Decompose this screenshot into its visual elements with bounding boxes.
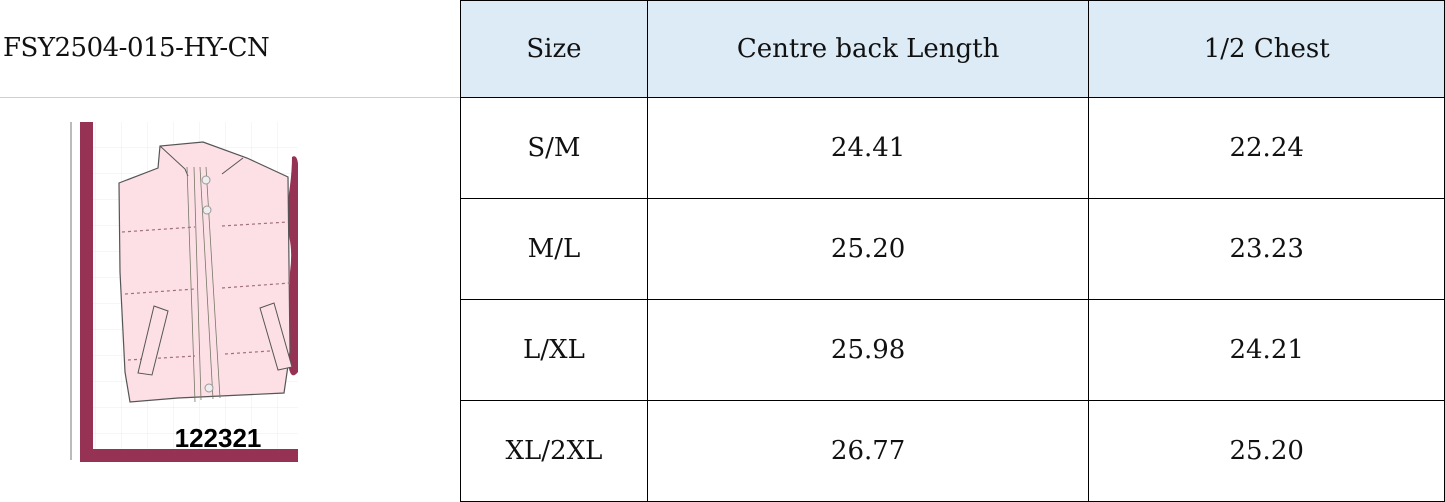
image-label: 122321 — [175, 423, 262, 453]
table-row: M/L 25.20 23.23 — [460, 198, 1445, 300]
table-row: L/XL 25.98 24.21 — [460, 299, 1445, 401]
size-cell: M/L — [460, 198, 648, 300]
size-cell: XL/2XL — [460, 400, 648, 502]
size-cell: S/M — [460, 97, 648, 199]
length-cell: 26.77 — [646, 400, 1090, 502]
table-row: XL/2XL 26.77 25.20 — [460, 400, 1445, 502]
length-cell: 24.41 — [646, 97, 1090, 199]
header-half-chest: 1/2 Chest — [1088, 0, 1445, 98]
product-image: 122321 — [70, 122, 299, 462]
size-chart-table: Size Centre back Length 1/2 Chest S/M 24… — [460, 0, 1445, 502]
divider — [0, 97, 460, 98]
chest-cell: 22.24 — [1088, 97, 1445, 199]
header-centre-back-length: Centre back Length — [646, 0, 1090, 98]
chest-cell: 25.20 — [1088, 400, 1445, 502]
chest-cell: 23.23 — [1088, 198, 1445, 300]
length-cell: 25.98 — [646, 299, 1090, 401]
length-cell: 25.20 — [646, 198, 1090, 300]
header-size: Size — [460, 0, 648, 98]
chest-cell: 24.21 — [1088, 299, 1445, 401]
table-row: S/M 24.41 22.24 — [460, 97, 1445, 199]
header-row: Size Centre back Length 1/2 Chest — [460, 0, 1445, 98]
product-code: FSY2504-015-HY-CN — [3, 33, 270, 63]
size-cell: L/XL — [460, 299, 648, 401]
